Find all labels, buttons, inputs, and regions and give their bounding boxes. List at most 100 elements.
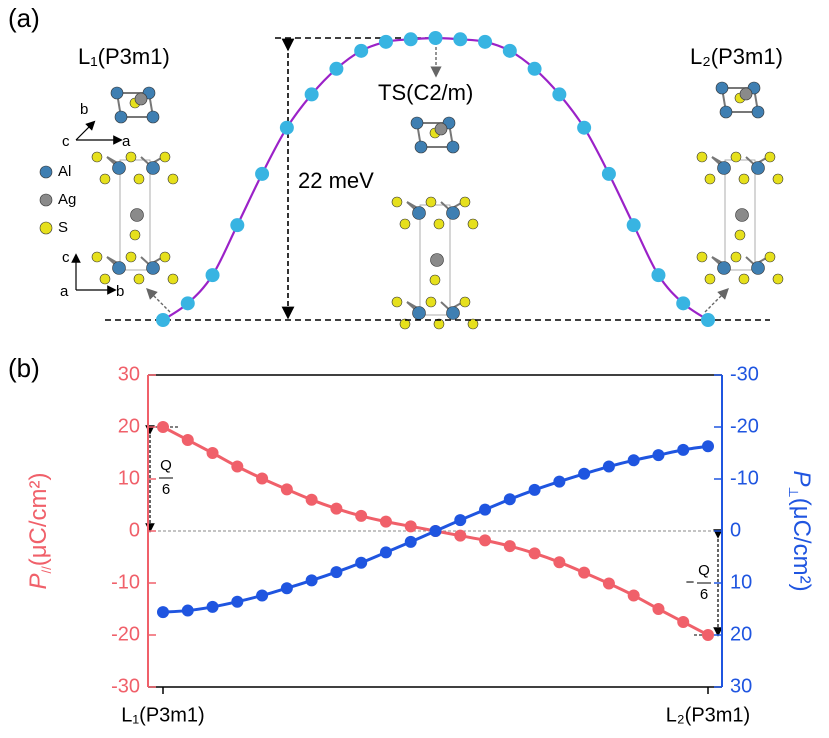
axis-glyph: a bbox=[60, 283, 69, 300]
axis-label-part: P bbox=[25, 574, 52, 590]
atom bbox=[738, 173, 750, 185]
y2-tick-label: -10 bbox=[730, 467, 759, 489]
atom bbox=[735, 208, 749, 222]
x-tick-label: L₁(P3m1) bbox=[121, 704, 204, 726]
atom bbox=[739, 87, 753, 101]
atom bbox=[110, 86, 124, 100]
data-point bbox=[578, 467, 591, 480]
atom bbox=[704, 173, 716, 185]
y2-tick-label: -30 bbox=[730, 363, 759, 385]
y-tick-label: -10 bbox=[111, 571, 140, 593]
atom bbox=[751, 261, 765, 275]
data-point bbox=[651, 268, 666, 283]
data-point bbox=[429, 525, 442, 537]
legend-label: Al bbox=[58, 163, 71, 180]
atom bbox=[99, 273, 111, 285]
atom bbox=[467, 218, 479, 230]
atom bbox=[146, 110, 160, 124]
y-tick-label: 20 bbox=[118, 415, 140, 437]
data-point bbox=[404, 520, 417, 533]
atom bbox=[125, 251, 137, 263]
data-point bbox=[676, 296, 691, 311]
axis-label-part: ⊥ bbox=[786, 486, 801, 497]
annot-text: − bbox=[686, 574, 695, 591]
atom bbox=[159, 151, 171, 163]
axis-label: P⊥(μC/cm²) bbox=[786, 470, 815, 591]
data-point bbox=[528, 483, 541, 496]
y2-tick-label: 20 bbox=[730, 623, 752, 645]
data-point bbox=[206, 447, 219, 459]
data-point bbox=[578, 566, 591, 579]
atom bbox=[159, 251, 171, 263]
axis-label-part: (μC/cm²) bbox=[788, 498, 815, 592]
data-point bbox=[677, 443, 690, 456]
atom bbox=[734, 229, 746, 241]
data-point bbox=[479, 503, 492, 516]
data-point bbox=[304, 87, 319, 102]
atom bbox=[730, 251, 742, 263]
y2-tick-label: 0 bbox=[730, 519, 741, 541]
atom bbox=[751, 161, 765, 175]
atom bbox=[446, 140, 460, 154]
annot-text: Q bbox=[698, 562, 710, 579]
data-point bbox=[354, 43, 369, 58]
atom bbox=[430, 253, 444, 267]
atom bbox=[715, 81, 729, 95]
data-point bbox=[454, 514, 467, 527]
atom bbox=[391, 196, 403, 208]
data-point bbox=[453, 32, 468, 47]
data-point bbox=[602, 460, 615, 473]
structure-label: L₁(P3m1) bbox=[78, 44, 170, 69]
annot-text: 6 bbox=[700, 586, 708, 603]
atom bbox=[130, 208, 144, 222]
data-point bbox=[157, 606, 169, 619]
atom bbox=[414, 140, 428, 154]
atom bbox=[459, 196, 471, 208]
atom bbox=[717, 261, 731, 275]
data-point bbox=[180, 296, 195, 311]
data-point bbox=[279, 120, 294, 135]
structure-label: L₂(P3m1) bbox=[690, 44, 783, 69]
data-point bbox=[652, 603, 665, 615]
atom bbox=[467, 318, 479, 330]
atom bbox=[391, 296, 403, 308]
atom bbox=[764, 251, 776, 263]
panel-label: (b) bbox=[8, 353, 40, 383]
atom bbox=[433, 318, 445, 330]
y-tick-label: -20 bbox=[111, 623, 140, 645]
atom bbox=[133, 273, 145, 285]
atom bbox=[133, 173, 145, 185]
atom bbox=[99, 173, 111, 185]
structure-label: TS(C2/m) bbox=[378, 80, 473, 105]
y-tick-label: -30 bbox=[111, 675, 140, 697]
atom bbox=[704, 273, 716, 285]
axis-glyph: c bbox=[62, 249, 70, 266]
axis-glyph: c bbox=[62, 133, 70, 150]
data-point bbox=[157, 421, 169, 433]
atom bbox=[429, 274, 441, 286]
atom bbox=[412, 306, 426, 320]
data-point bbox=[428, 31, 443, 45]
data-point bbox=[478, 34, 493, 49]
atom bbox=[129, 229, 141, 241]
atom bbox=[112, 161, 126, 175]
atom bbox=[446, 206, 460, 220]
atom bbox=[764, 151, 776, 163]
legend-label: S bbox=[58, 219, 68, 236]
atom bbox=[730, 151, 742, 163]
data-point bbox=[702, 629, 714, 641]
data-point bbox=[652, 449, 665, 462]
data-point bbox=[627, 589, 640, 602]
data-point bbox=[553, 475, 566, 488]
atom bbox=[146, 161, 160, 175]
data-point bbox=[256, 589, 269, 602]
data-point bbox=[503, 540, 516, 553]
atom bbox=[446, 306, 460, 320]
annot-text: 6 bbox=[162, 481, 170, 498]
data-point bbox=[181, 434, 194, 446]
data-point bbox=[528, 547, 541, 560]
atom bbox=[91, 251, 103, 263]
data-point bbox=[231, 595, 244, 608]
data-point bbox=[404, 535, 417, 548]
atom bbox=[425, 196, 437, 208]
